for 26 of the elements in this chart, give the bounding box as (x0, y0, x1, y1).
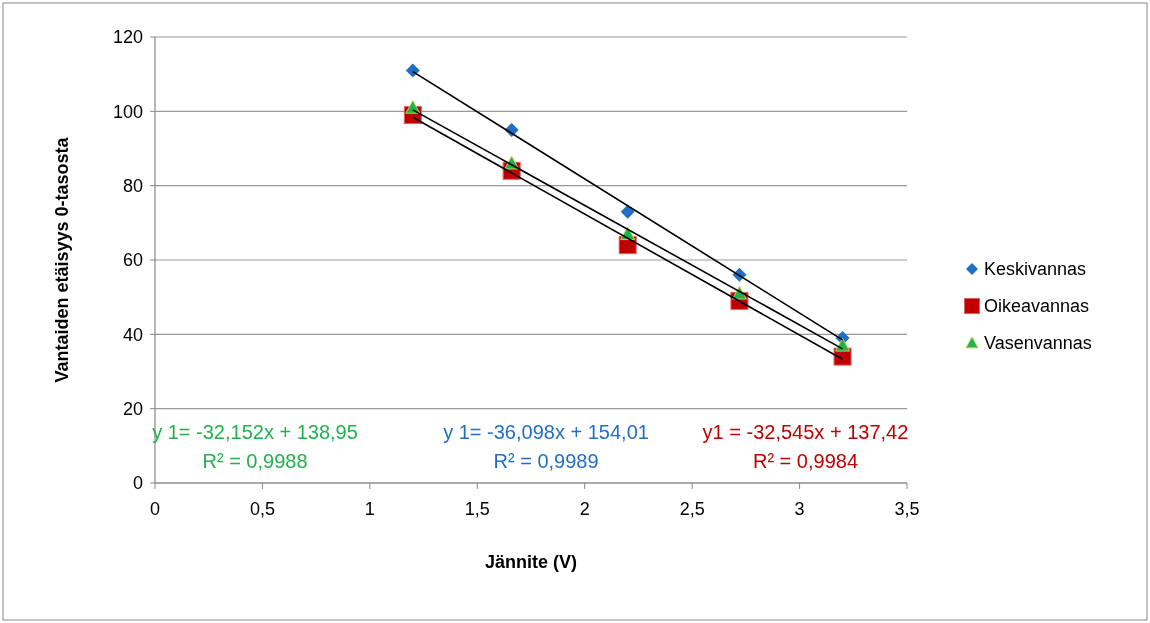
x-tick-label: 0 (149, 499, 161, 519)
x-tick-label: 1,5 (464, 499, 490, 519)
y-tick-label: 20 (122, 398, 143, 419)
annotation: y1 = -32,545x + 137,42 R² = 0,9984 (702, 421, 909, 472)
x-tick-label: 2,5 (679, 499, 705, 519)
y-tick-label: 0 (132, 473, 143, 494)
x-axis-title: Jännite (V) (484, 552, 578, 572)
y-tick-label: 60 (122, 250, 143, 271)
x-tick-label: 2 (579, 499, 590, 519)
y-axis-title: Vantaiden etäisyys 0-tasosta (52, 136, 72, 383)
legend-label: Keskivannas (984, 259, 1087, 280)
point (835, 337, 851, 352)
y-tick-label: 80 (122, 175, 143, 196)
x-tick-label: 3,5 (894, 499, 920, 519)
y-tick-label: 100 (112, 101, 143, 122)
y-tick-label: 120 (112, 27, 143, 48)
y-tick-label: 40 (122, 324, 143, 345)
x-tick-label: 1 (364, 499, 375, 519)
point (620, 204, 635, 219)
point (405, 63, 420, 78)
legend-label: Vasenvannas (984, 333, 1092, 354)
annotation: y 1= -36,098x + 154,01 R² = 0,9989 (443, 421, 649, 472)
annotation: y 1= -32,152x + 138,95 R² = 0,9988 (152, 421, 358, 472)
x-tick-label: 3 (794, 499, 805, 519)
legend-label: Oikeavannas (984, 296, 1090, 317)
x-tick-label: 0,5 (249, 499, 275, 519)
